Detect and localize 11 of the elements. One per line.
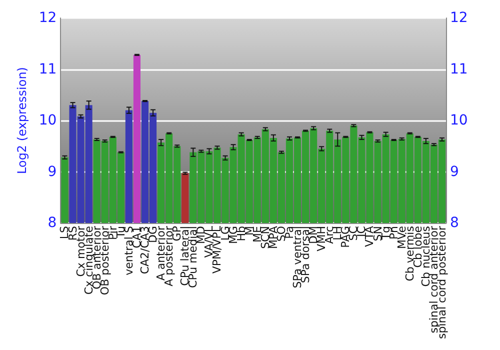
y-tick-label: 12: [38, 10, 57, 26]
y2-tick-label: 11: [450, 61, 468, 78]
y2-tick-label: 12: [450, 10, 468, 26]
y-tick-label: 11: [38, 61, 57, 78]
y2-tick-label: 10: [450, 112, 468, 129]
y2-tick-label: 9: [450, 164, 459, 180]
y-tick-label: 9: [48, 164, 57, 180]
y-tick-label: 10: [38, 112, 57, 129]
y-tick-label: 8: [48, 215, 57, 232]
y-axis-title: Log2 (expression): [15, 67, 29, 174]
y2-tick-label: 8: [450, 215, 459, 232]
